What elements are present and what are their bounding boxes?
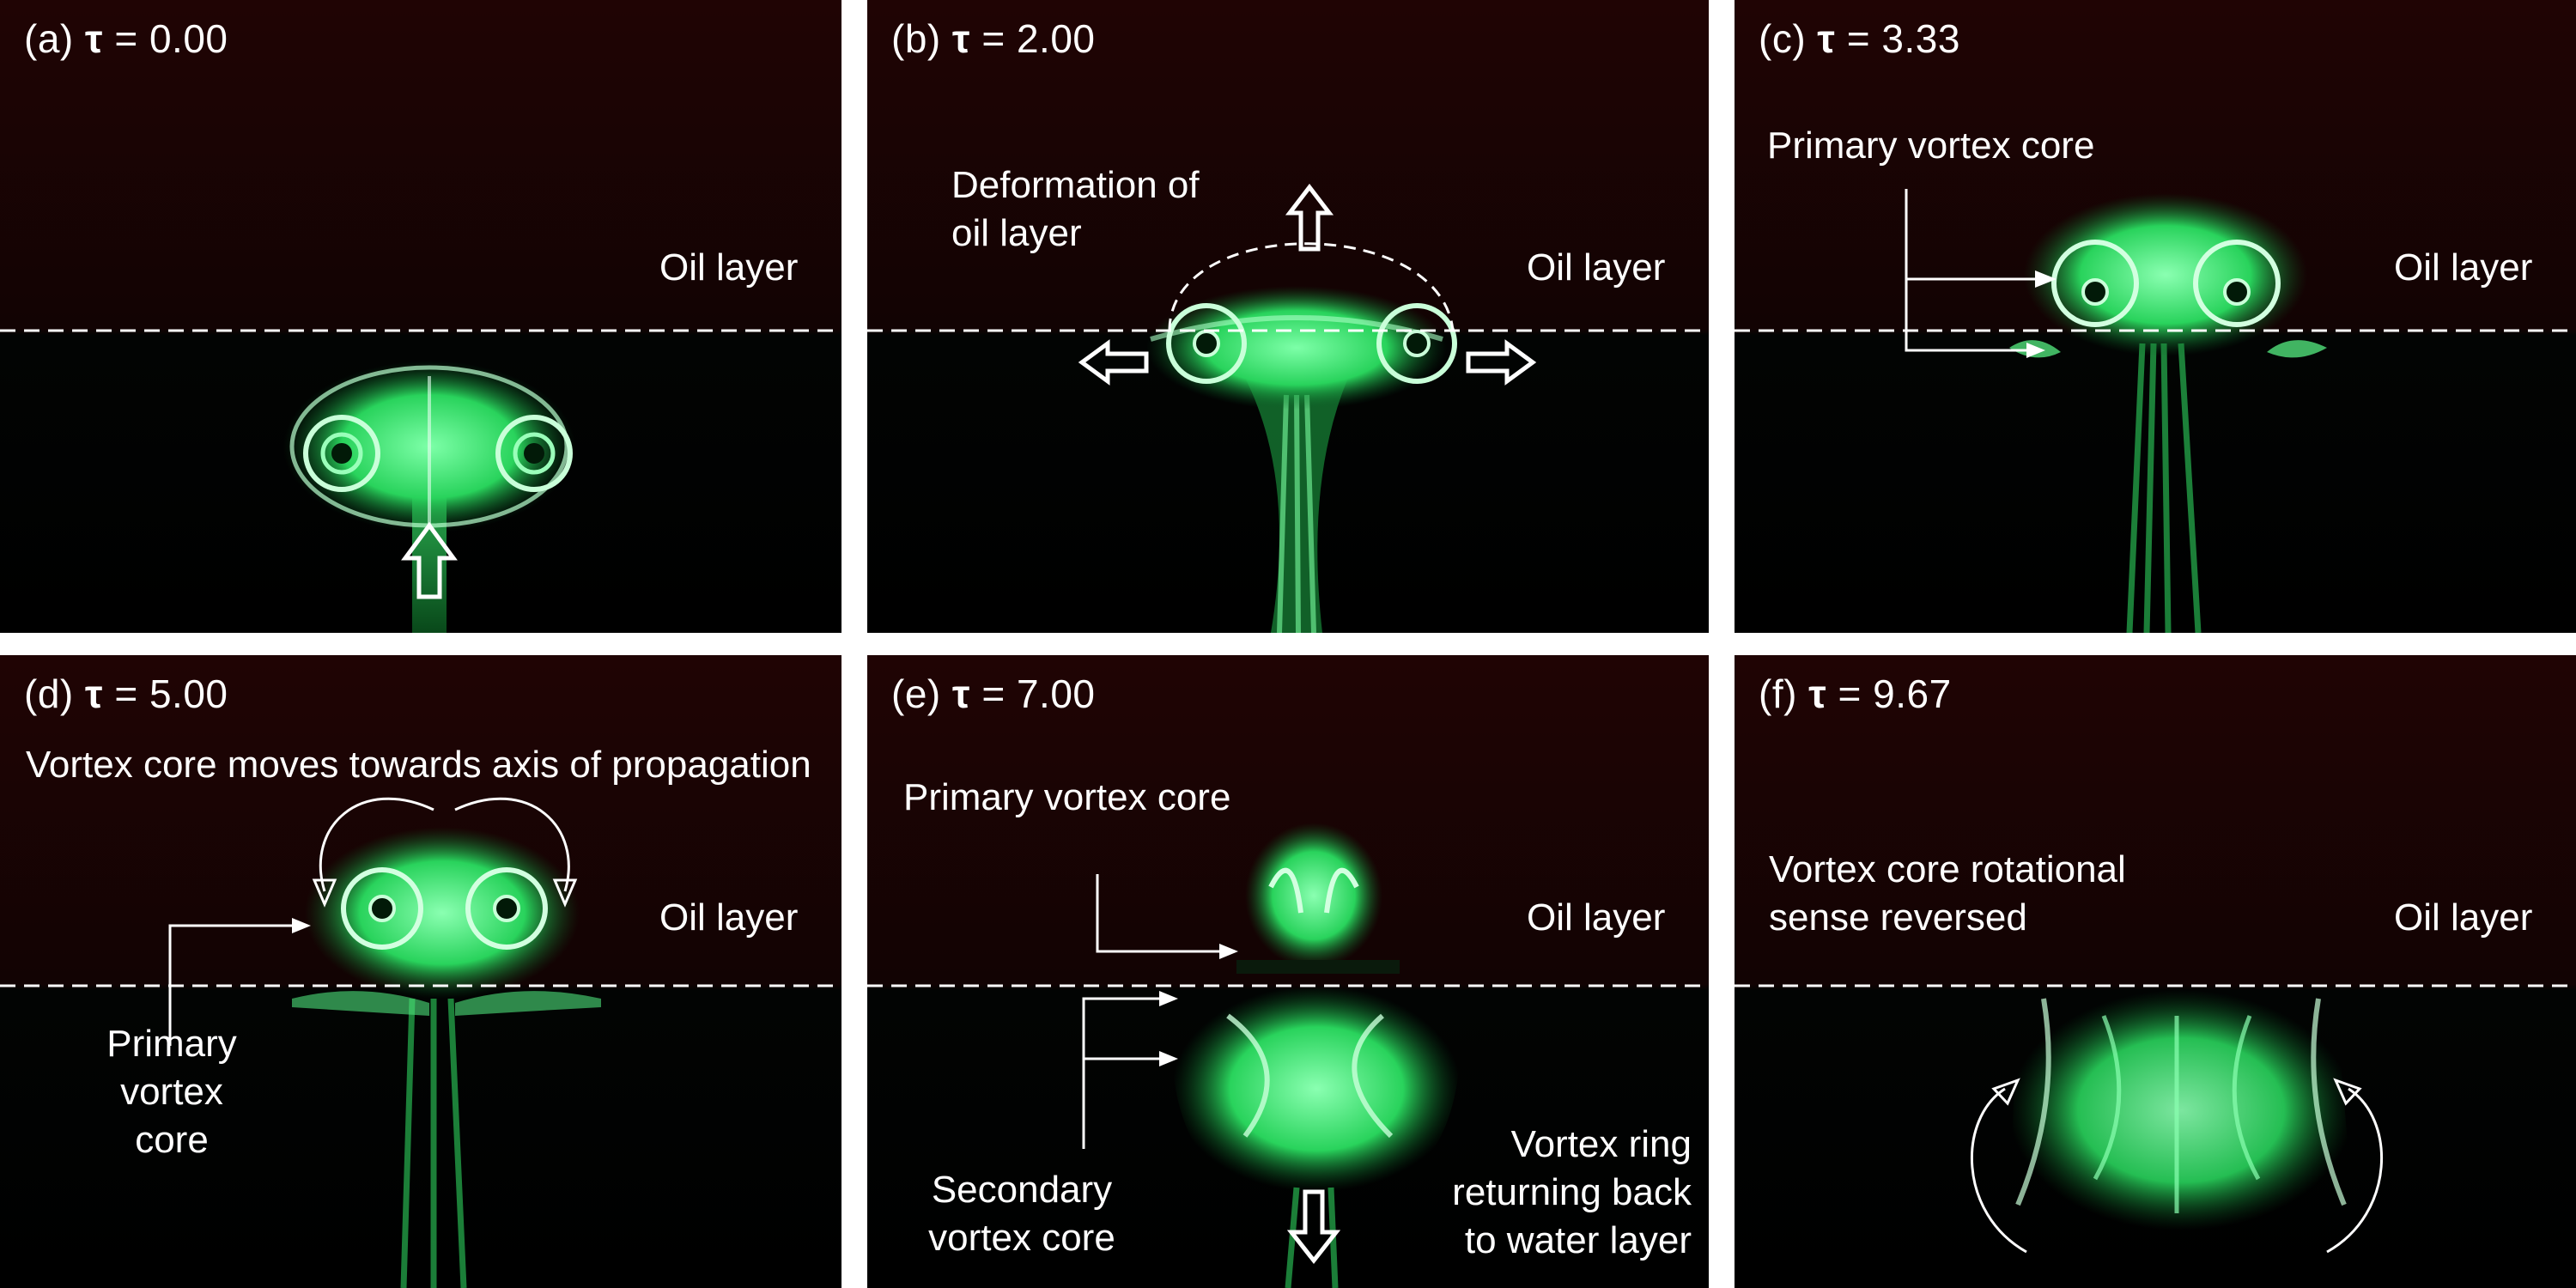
panel-d: (d) τ = 5.00 Vortex core moves towards a… — [0, 655, 841, 1288]
arrowhead-icon — [1219, 944, 1238, 959]
arrowhead-icon — [2035, 270, 2057, 288]
panel-label: (f) τ = 9.67 — [1759, 671, 1952, 717]
panel-label: (a) τ = 0.00 — [24, 15, 228, 62]
down-arrow-icon — [1291, 1192, 1336, 1261]
arrowhead-icon — [1994, 1080, 2018, 1103]
panel-a-overlay — [0, 0, 841, 633]
primary-vortex-core-label: Primary vortex core — [1767, 122, 2094, 170]
panel-b: (b) τ = 2.00 Deformation of oil layer Oi… — [867, 0, 1709, 633]
returning-label: Vortex ring returning back to water laye… — [1417, 1121, 1692, 1265]
up-arrow-icon — [1290, 187, 1329, 249]
vortex-moves-label: Vortex core moves towards axis of propag… — [26, 741, 811, 789]
panel-label: (e) τ = 7.00 — [891, 671, 1096, 717]
curved-arrow-right — [2327, 1089, 2382, 1252]
deformation-label: Deformation of oil layer — [951, 161, 1209, 258]
panel-label: (c) τ = 3.33 — [1759, 15, 1960, 62]
oil-layer-label: Oil layer — [2394, 244, 2532, 292]
left-arrow-icon — [1082, 343, 1146, 381]
panel-e: (e) τ = 7.00 Primary vortex core Oil lay… — [867, 655, 1709, 1288]
curved-arrow-left — [1971, 1089, 2026, 1252]
primary-vortex-core-label: Primary vortex core — [86, 1020, 258, 1164]
right-arrow-icon — [1468, 343, 1533, 381]
panel-a: (a) τ = 0.00 Oil layer — [0, 0, 841, 633]
curved-arrow-left — [320, 799, 434, 891]
panel-f-overlay — [1735, 655, 2576, 1288]
arrowhead-icon — [2336, 1080, 2360, 1103]
leader-line — [1084, 999, 1163, 1149]
arrowhead-icon — [314, 880, 335, 904]
deformed-oil-layer-curve — [1170, 244, 1453, 331]
panel-label: (b) τ = 2.00 — [891, 15, 1096, 62]
arrowhead-icon — [2026, 343, 2045, 358]
panel-c-overlay — [1735, 0, 2576, 633]
oil-layer-label: Oil layer — [659, 894, 798, 942]
leader-line — [1097, 874, 1224, 951]
oil-layer-label: Oil layer — [1527, 894, 1665, 942]
oil-layer-label: Oil layer — [1527, 244, 1665, 292]
oil-layer-label: Oil layer — [659, 244, 798, 292]
arrowhead-icon — [1159, 1051, 1178, 1066]
oil-layer-label: Oil layer — [2394, 894, 2532, 942]
panel-label: (d) τ = 5.00 — [24, 671, 228, 717]
arrowhead-icon — [1159, 991, 1178, 1006]
panel-f: (f) τ = 9.67 Vortex core rotational sens… — [1735, 655, 2576, 1288]
up-arrow-icon — [405, 526, 453, 597]
rotational-sense-label: Vortex core rotational sense reversed — [1769, 846, 2215, 942]
leader-line — [1906, 189, 2031, 350]
arrowhead-icon — [292, 918, 311, 933]
panel-b-overlay — [867, 0, 1709, 633]
panel-c: (c) τ = 3.33 Primary vortex core Oil lay… — [1735, 0, 2576, 633]
primary-vortex-core-label: Primary vortex core — [903, 774, 1230, 822]
secondary-vortex-core-label: Secondary vortex core — [919, 1166, 1125, 1262]
arrowhead-icon — [555, 880, 575, 904]
curved-arrow-right — [455, 799, 568, 891]
